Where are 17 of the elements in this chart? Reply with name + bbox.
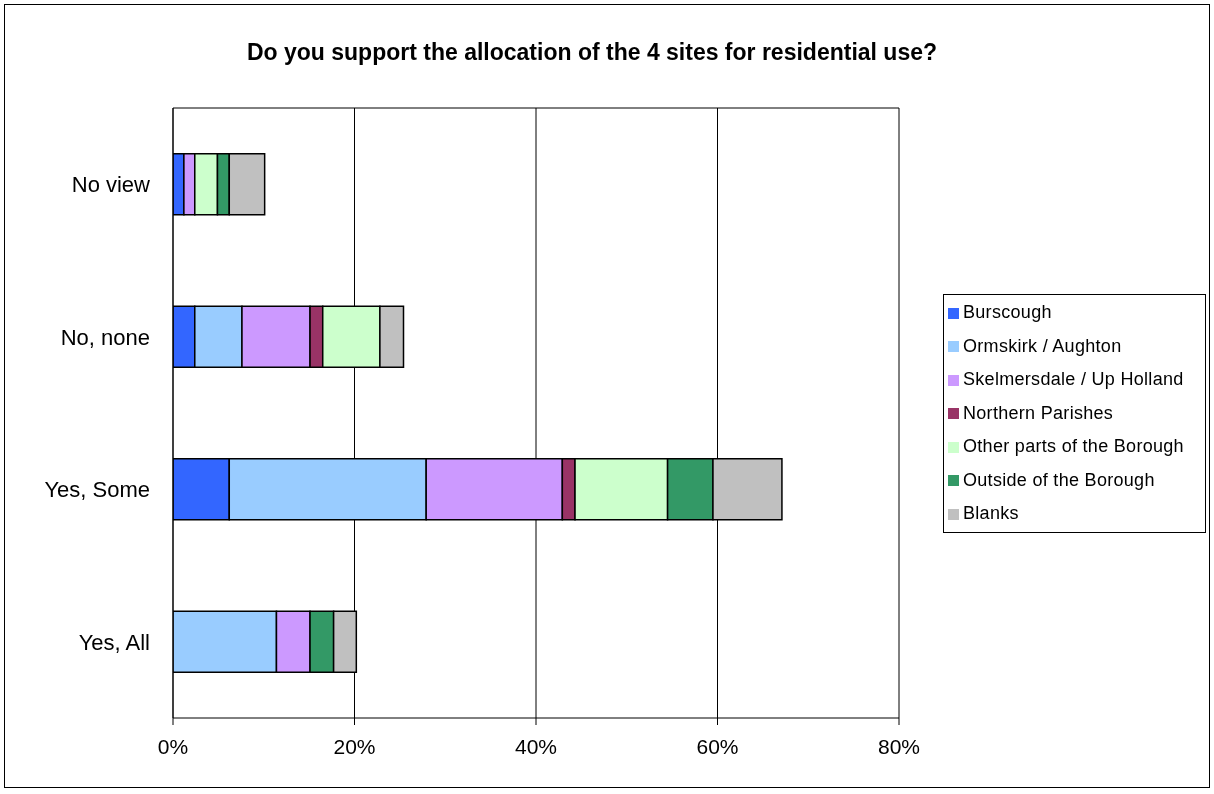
y-tick-label: No, none [60,324,150,350]
y-tick-label: Yes, All [78,629,150,655]
x-tick-label: 80% [877,734,921,758]
legend-label: Northern Parishes [963,402,1114,423]
x-tick-label: 60% [696,734,739,758]
legend-label: Ormskirk / Aughton [963,335,1122,356]
legend-label: Burscough [963,302,1052,322]
chart-title: Do you support the allocation of the 4 sites for residential use? [245,38,939,66]
legend-label: Other parts of the Borough [963,436,1184,456]
x-tick-label: 0% [157,734,189,758]
x-tick-label: 20% [333,734,376,758]
x-tick-label: 40% [514,734,558,758]
y-tick-label: No view [71,172,151,198]
y-tick-label: Yes, Some [44,477,150,503]
legend-label: Blanks [963,503,1019,523]
legend-label: Skelmersdale / Up Holland [963,369,1184,389]
legend-label: Outside of the Borough [963,469,1155,490]
